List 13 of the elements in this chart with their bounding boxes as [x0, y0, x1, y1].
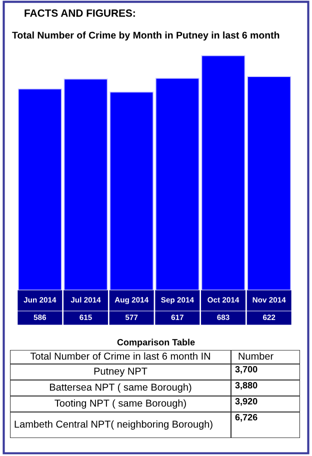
text: Number — [238, 352, 274, 360]
data-label: 3,920 — [235, 398, 258, 406]
text: Comparison Table — [117, 338, 195, 348]
category-label: Battersea NPT ( same Borough) — [50, 383, 192, 393]
data-label: 3,880 — [235, 382, 258, 390]
category-label: Putney NPT — [94, 368, 148, 377]
category-label: Tooting NPT ( same Borough) — [54, 399, 186, 409]
data-label: 3,700 — [235, 366, 258, 374]
text: Total Number of Crime in last 6 month IN — [30, 352, 210, 360]
data-label: 6,726 — [235, 414, 258, 422]
chart-title: FACTS AND FIGURES: — [24, 9, 135, 17]
category-label: Lambeth Central NPT( neighboring Borough) — [14, 420, 212, 430]
chart-subtitle: Total Number of Crime by Month in Putney in last 6 month — [12, 31, 280, 41]
